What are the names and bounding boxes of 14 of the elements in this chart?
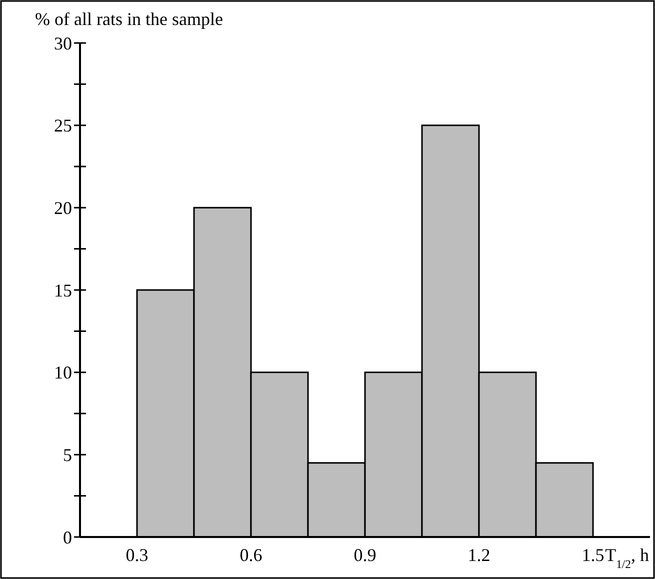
- x-axis-title: T$_{1/2}$, h: [605, 545, 649, 570]
- x-tick-label: 0.9: [354, 545, 376, 565]
- y-tick-label: 20: [54, 198, 72, 218]
- y-tick-label: 25: [54, 116, 72, 136]
- x-tick-label: 0.3: [126, 545, 148, 565]
- y-tick-label: 15: [54, 280, 72, 300]
- y-tick-label: 30: [54, 33, 72, 54]
- x-tick-label: 1.2: [468, 545, 490, 565]
- y-tick-label: 5: [63, 444, 72, 465]
- x-tick-label: 0.6: [240, 545, 262, 565]
- y-axis-title: % of all rats in the sample: [35, 9, 223, 29]
- y-tick-label: 0: [63, 527, 72, 548]
- y-tick-label: 10: [54, 362, 72, 383]
- x-tick-label: 1.5: [582, 545, 604, 565]
